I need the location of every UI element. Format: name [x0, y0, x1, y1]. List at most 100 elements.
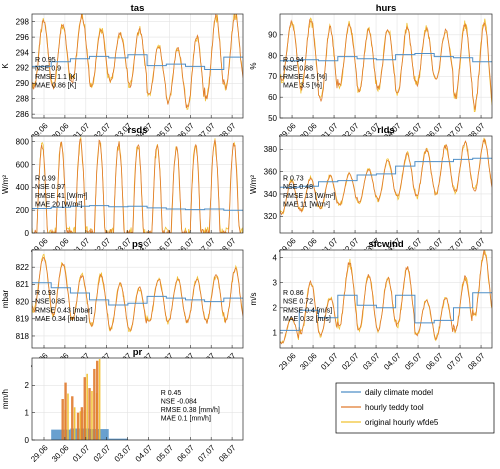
y-tick-label: 292	[16, 64, 30, 73]
plot-frame	[31, 249, 244, 349]
daily-bar	[51, 429, 71, 440]
hourly-bar-wfde5	[79, 411, 82, 440]
y-tick-label: 1	[25, 408, 30, 417]
legend-label-daily: daily climate model	[365, 388, 433, 397]
stat-text: MAE 20 [W/m²]	[35, 201, 83, 208]
stat-text: RMSE 1.1 [K]	[35, 74, 77, 81]
legend-label-wfde5: original hourly wfde5	[365, 418, 439, 427]
plot-area	[280, 14, 492, 118]
stat-text: MAE 11 [W/m²]	[283, 201, 330, 208]
panel-pr: 0 1 2 29.06 30.06 01.07 02.07 03.07 04.07 05.07 06…	[1, 347, 244, 464]
hourly-bar-wfde5	[73, 407, 76, 440]
plot-frame	[31, 357, 244, 441]
x-tick-label: 07.07	[445, 351, 466, 372]
series-group	[32, 253, 243, 333]
y-tick-label: 3	[273, 278, 278, 287]
panel-ps: 81881982082182229.0630.0601.0702.0703.07…	[1, 239, 244, 372]
y-tick-label: 340	[264, 190, 278, 199]
series-group	[32, 136, 243, 233]
x-tick-label: 04.07	[382, 351, 403, 372]
stat-text: NSE 0.85	[35, 299, 65, 306]
line-teddy	[280, 138, 492, 216]
y-tick-label: 288	[16, 95, 30, 104]
y-tick-label: 0	[25, 436, 30, 445]
y-tick-label: 298	[16, 18, 30, 27]
x-tick-label: 03.07	[361, 351, 382, 372]
panel-title: ps	[132, 239, 143, 250]
y-tick-label: 2	[273, 304, 278, 313]
x-tick-label: 07.07	[196, 443, 217, 464]
stat-text: MAE 0.86 [K]	[35, 83, 76, 90]
plot-area	[32, 136, 243, 233]
y-tick-label: 200	[16, 206, 30, 215]
y-tick-label: 320	[264, 212, 278, 221]
panel-title: rlds	[377, 125, 394, 136]
y-tick-label: 50	[268, 114, 277, 123]
stat-text: RMSE 13 [W/m²]	[283, 193, 336, 200]
series-group	[280, 17, 492, 113]
y-tick-label: 1	[273, 329, 278, 338]
panel-title: pr	[133, 347, 143, 358]
y-tick-label: 820	[16, 297, 30, 306]
stat-text: MAE 0.32 [m/s]	[283, 316, 331, 323]
y-tick-label: 600	[16, 160, 30, 169]
line-daily	[32, 282, 243, 306]
legend: daily climate model hourly teddy tool or…	[335, 382, 495, 434]
x-tick-label: 06.07	[424, 351, 445, 372]
stat-text: RMSE 0.38 [mm/h]	[161, 407, 220, 414]
line-daily	[280, 53, 492, 63]
hourly-bar	[83, 377, 86, 440]
series-group	[32, 14, 243, 110]
x-tick-label: 01.07	[71, 443, 92, 464]
hourly-bar-wfde5	[91, 390, 93, 440]
panel-title: sfcwind	[368, 239, 404, 250]
y-axis-label: W/m²	[1, 175, 10, 194]
series-group	[280, 137, 492, 216]
stat-text: R 0.95	[35, 57, 56, 64]
y-tick-label: 2	[25, 381, 30, 390]
hourly-bar-wfde5	[98, 358, 101, 440]
hourly-bar	[61, 399, 64, 440]
plot-area	[32, 358, 243, 440]
y-axis-label: mm/h	[1, 389, 10, 409]
line-daily	[32, 54, 243, 70]
hourly-bar	[80, 407, 84, 440]
plot-frame	[31, 135, 244, 234]
hourly-bar	[76, 412, 80, 440]
plot-area	[280, 250, 492, 348]
line-teddy	[280, 18, 492, 110]
plot-area	[32, 250, 243, 348]
stat-text: R 0.93	[35, 290, 56, 297]
panel-title: hurs	[376, 3, 397, 14]
stat-text: R 0.73	[283, 176, 304, 183]
hourly-bar-wfde5	[67, 393, 69, 440]
panel-title: rsds	[127, 125, 147, 136]
stat-text: R 0.99	[35, 176, 56, 183]
y-axis-label: W/m²	[249, 175, 258, 194]
x-tick-label: 05.07	[155, 443, 176, 464]
y-tick-label: 380	[264, 145, 278, 154]
y-tick-label: 286	[16, 110, 30, 119]
stat-text: NSE 0.88	[283, 65, 313, 72]
series-group	[51, 358, 128, 440]
y-tick-label: 800	[16, 138, 30, 147]
stat-text: R 0.45	[161, 390, 182, 397]
x-tick-label: 08.07	[466, 351, 487, 372]
line-teddy	[32, 14, 243, 109]
y-tick-label: 296	[16, 33, 30, 42]
y-tick-label: 819	[16, 315, 30, 324]
plot-area	[280, 136, 492, 233]
x-tick-label: 30.06	[298, 351, 319, 372]
plot-frame	[279, 13, 493, 119]
stat-text: RMSE 41 [W/m²]	[35, 193, 88, 200]
y-tick-label: 90	[268, 31, 277, 40]
x-tick-label: 05.07	[403, 351, 424, 372]
plot-frame	[279, 135, 493, 234]
stat-text: R 0.86	[283, 290, 304, 297]
stat-text: NSE 0.9	[35, 65, 61, 72]
